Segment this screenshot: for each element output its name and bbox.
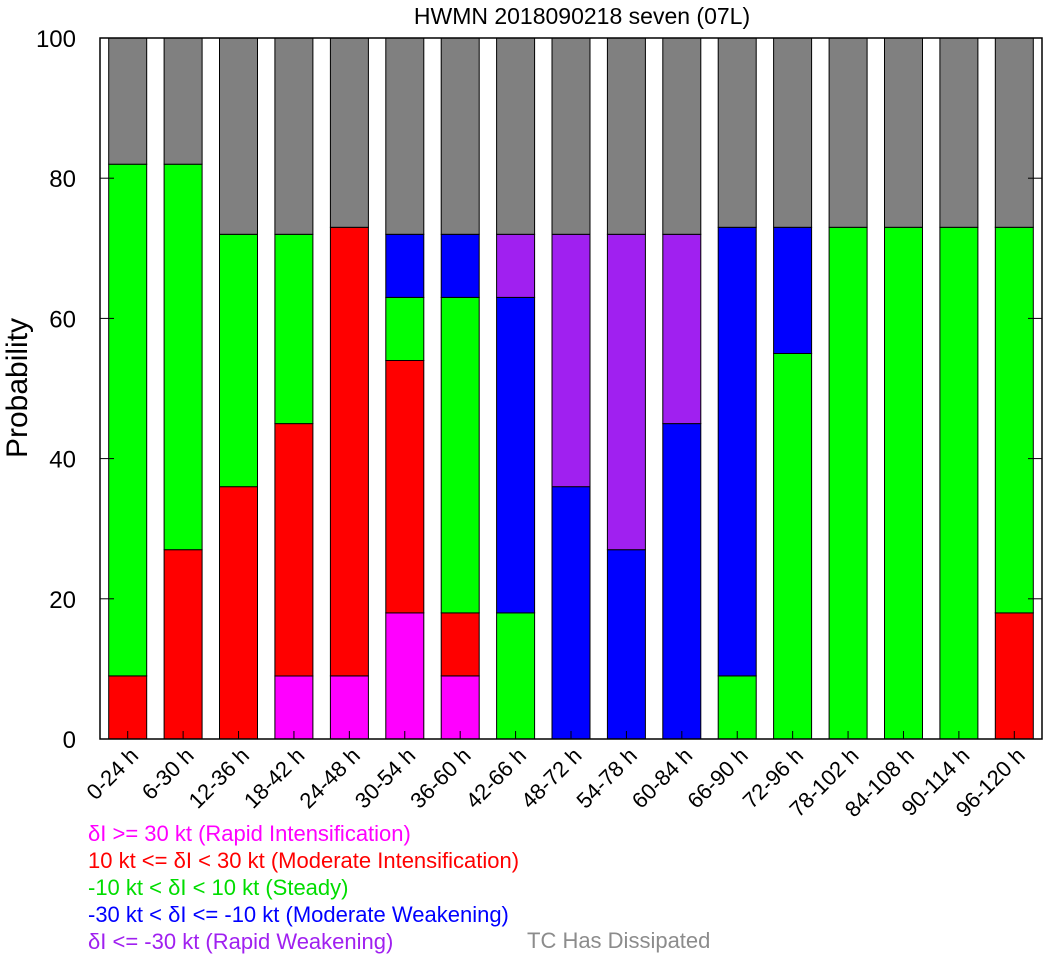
legend: δI >= 30 kt (Rapid Intensification) 10 k… bbox=[88, 820, 519, 955]
bar-segment-6-30h-s1 bbox=[163, 549, 203, 740]
legend-entry-rapid-weakening: δI <= -30 kt (Rapid Weakening) bbox=[88, 929, 394, 954]
bar-segment-42-66h-s5 bbox=[496, 37, 536, 235]
bar-segment-42-66h-s4 bbox=[496, 233, 536, 298]
bar-segment-30-54h-s0 bbox=[385, 612, 425, 740]
bar-segment-48-72h-s3 bbox=[551, 486, 591, 740]
bar-segment-72-96h-s5 bbox=[773, 37, 813, 228]
bar-segment-72-96h-s3 bbox=[773, 226, 813, 354]
x-tick-label: 42-66 h bbox=[461, 743, 531, 813]
bar-segment-60-84h-s4 bbox=[662, 233, 702, 425]
bar-segment-12-36h-s5 bbox=[219, 37, 258, 235]
bar-segment-90-114h-s2 bbox=[939, 226, 979, 740]
y-axis-label: Probability bbox=[1, 318, 34, 458]
legend-entry-rapid-intensification: δI >= 30 kt (Rapid Intensification) bbox=[88, 821, 411, 846]
chart-title: HWMN 2018090218 seven (07L) bbox=[414, 3, 750, 29]
y-tick-label: 40 bbox=[49, 447, 76, 474]
x-tick-label: 36-60 h bbox=[405, 743, 475, 813]
bar-segment-66-90h-s5 bbox=[717, 37, 757, 228]
bar-segment-24-48h-s1 bbox=[329, 226, 369, 677]
legend-entry-dissipated: TC Has Dissipated bbox=[527, 928, 711, 953]
bar-segment-96-120h-s5 bbox=[994, 37, 1034, 228]
bar-segment-48-72h-s5 bbox=[551, 37, 591, 235]
bar-segment-48-72h-s4 bbox=[551, 233, 591, 488]
bar-segment-66-90h-s2 bbox=[717, 675, 757, 740]
bar-segment-42-66h-s2 bbox=[496, 612, 536, 740]
y-tick-label: 60 bbox=[49, 306, 76, 333]
bar-segment-54-78h-s3 bbox=[606, 549, 646, 740]
bar-segment-12-36h-s1 bbox=[219, 486, 258, 740]
bar-segment-18-42h-s0 bbox=[274, 675, 314, 740]
bar-segment-78-102h-s2 bbox=[828, 226, 868, 740]
bar-segment-12-36h-s2 bbox=[219, 233, 258, 488]
x-tick-label: 66-90 h bbox=[682, 743, 752, 813]
bar-segment-36-60h-s0 bbox=[440, 675, 480, 740]
x-tick-labels: 0-24 h6-30 h12-36 h18-42 h24-48 h30-54 h… bbox=[81, 743, 1029, 822]
bar-segment-36-60h-s1 bbox=[440, 612, 480, 677]
bar-segment-30-54h-s2 bbox=[385, 296, 425, 361]
bar-segment-0-24h-s2 bbox=[108, 163, 148, 677]
x-tick-label: 60-84 h bbox=[627, 743, 697, 813]
x-tick-label: 18-42 h bbox=[239, 743, 309, 813]
bar-segment-0-24h-s5 bbox=[108, 37, 148, 165]
bar-segment-36-60h-s2 bbox=[440, 296, 480, 614]
bar-segment-18-42h-s5 bbox=[274, 37, 314, 235]
bar-segment-78-102h-s5 bbox=[828, 37, 868, 228]
bar-segment-36-60h-s5 bbox=[440, 37, 480, 235]
bar-segment-60-84h-s3 bbox=[662, 423, 702, 740]
x-tick-label: 48-72 h bbox=[516, 743, 586, 813]
bar-segment-96-120h-s2 bbox=[994, 226, 1034, 614]
bar-segment-18-42h-s1 bbox=[274, 423, 314, 677]
bar-segment-24-48h-s0 bbox=[329, 675, 369, 740]
y-tick-labels: 0 20 40 60 80 100 bbox=[36, 26, 76, 754]
y-tick-label: 80 bbox=[49, 166, 76, 193]
x-tick-label: 12-36 h bbox=[184, 743, 254, 813]
y-tick-label: 100 bbox=[36, 26, 76, 53]
bar-segment-54-78h-s5 bbox=[606, 37, 646, 235]
bar-segment-42-66h-s3 bbox=[496, 296, 536, 614]
legend-entry-moderate-weakening: -30 kt < δI <= -10 kt (Moderate Weakenin… bbox=[88, 902, 509, 927]
y-tick-label: 0 bbox=[63, 727, 76, 754]
bar-segment-0-24h-s1 bbox=[108, 675, 148, 740]
bar-segment-30-54h-s1 bbox=[385, 360, 425, 614]
axes-group bbox=[99, 37, 1043, 740]
bar-segment-60-84h-s5 bbox=[662, 37, 702, 235]
bar-segment-90-114h-s5 bbox=[939, 37, 979, 228]
y-tick-label: 20 bbox=[49, 587, 76, 614]
bar-segment-84-108h-s2 bbox=[884, 226, 923, 740]
bar-segment-30-54h-s5 bbox=[385, 37, 425, 235]
x-tick-label: 24-48 h bbox=[294, 743, 364, 813]
bar-segment-54-78h-s4 bbox=[606, 233, 646, 551]
bar-segment-96-120h-s1 bbox=[994, 612, 1034, 740]
bar-segment-6-30h-s2 bbox=[163, 163, 203, 551]
bar-segment-72-96h-s2 bbox=[773, 352, 813, 740]
bar-segment-6-30h-s5 bbox=[163, 37, 203, 165]
x-tick-label: 30-54 h bbox=[350, 743, 420, 813]
legend-entry-steady: -10 kt < δI < 10 kt (Steady) bbox=[88, 875, 349, 900]
bar-segment-66-90h-s3 bbox=[717, 226, 757, 677]
x-tick-label: 0-24 h bbox=[81, 743, 143, 805]
bar-segment-36-60h-s3 bbox=[440, 233, 480, 298]
bar-segment-84-108h-s5 bbox=[884, 37, 923, 228]
bar-segment-30-54h-s3 bbox=[385, 233, 425, 298]
bar-segment-18-42h-s2 bbox=[274, 233, 314, 425]
plot-frame bbox=[99, 37, 1043, 740]
bars-group bbox=[108, 37, 1034, 740]
bar-segment-24-48h-s5 bbox=[329, 37, 369, 228]
legend-entry-moderate-intensification: 10 kt <= δI < 30 kt (Moderate Intensific… bbox=[88, 848, 520, 873]
x-tick-label: 54-78 h bbox=[572, 743, 642, 813]
